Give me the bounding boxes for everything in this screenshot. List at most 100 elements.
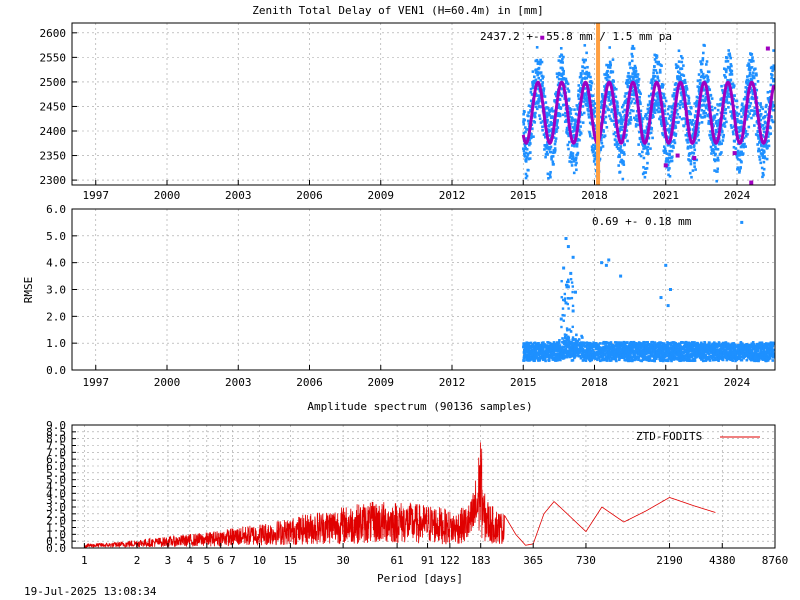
rmse-point [750,345,754,349]
ztd-point [770,115,773,119]
rmse-point [753,348,757,351]
ztd-point [573,142,577,146]
ztd-point [639,92,642,96]
rmse-point [682,359,686,362]
ztd-point [590,100,593,104]
ztd-point [585,96,589,99]
ztd-point [760,105,763,109]
ztd-point [655,71,659,75]
ztd-point [629,66,632,70]
ztd-point [608,114,611,118]
ztd-point [759,118,763,122]
rmse-point [541,348,545,351]
ztd-point [557,59,561,62]
rmse-point [558,344,562,347]
ztd-point [748,74,751,78]
ztd-point [539,71,543,74]
ztd-point [567,99,571,102]
ztd-point [541,125,544,129]
ztd-xtick-label: 2015 [510,189,537,202]
ztd-point [589,84,593,88]
ztd-point [548,134,552,137]
ztd-point [736,126,740,129]
ztd-point [539,105,542,109]
rmse-point [704,354,708,358]
ztd-point [713,115,717,119]
ztd-point [661,83,665,87]
rmse-point [590,351,593,355]
ztd-point [674,111,678,114]
rmse-point [578,354,582,358]
ztd-point [769,90,772,93]
ztd-point [599,106,603,110]
ztd-point [673,88,676,91]
rmse-point [628,359,632,363]
rmse-point [666,344,670,348]
ztd-point [636,73,640,76]
ztd-point [647,152,650,155]
ztd-point [535,59,539,63]
ztd-point [651,113,655,117]
ztd-point [733,94,736,98]
rmse-point [544,359,547,363]
ztd-point [678,106,682,110]
ztd-point [543,148,546,151]
ztd-point [609,63,613,67]
ztd-point [699,60,702,63]
ztd-point [555,72,559,75]
ztd-point [636,86,639,90]
ztd-point [708,133,711,137]
ztd-point [714,128,718,132]
ztd-point [666,143,670,147]
ztd-point [576,106,580,109]
ztd-point [591,108,595,112]
ztd-point [651,84,654,87]
rmse-point [637,346,640,350]
rmse-point [530,351,533,355]
ztd-point [695,99,699,103]
ztd-point [724,60,728,63]
ztd-point [723,74,726,77]
ztd-point [759,161,763,165]
ztd-point [568,160,571,163]
ztd-point [761,107,765,111]
ztd-point [535,68,538,71]
ztd-point [626,123,630,126]
rmse-point [616,344,620,347]
ztd-point [712,118,715,121]
ztd-point [738,153,742,156]
ztd-point [663,96,667,100]
ztd-point [687,96,691,100]
ztd-point [578,133,582,137]
ztd-point [722,67,726,71]
rmse-point [751,352,755,355]
rmse-point [530,348,534,352]
rmse-point [598,342,602,345]
rmse-point [560,347,564,350]
ztd-point [711,108,714,112]
rmse-point [565,351,568,354]
ztd-point [701,57,705,60]
rmse-point [581,336,584,339]
ztd-point [698,89,701,93]
rmse-point [761,356,765,359]
ztd-point [649,131,653,135]
rmse-point [671,349,675,353]
ztd-point [636,119,640,123]
ztd-point [612,80,615,83]
ztd-point [647,142,650,146]
rmse-point [656,355,660,358]
ztd-point [736,166,740,169]
ztd-point [771,101,774,104]
ztd-point [672,146,675,149]
rmse-point [567,340,571,344]
ztd-point [524,130,527,134]
rmse-point [538,358,542,362]
ztd-point [674,124,677,128]
ztd-point [635,82,639,85]
rmse-point [772,352,776,355]
rmse-point [656,344,660,348]
ztd-point [690,120,693,124]
ztd-point [636,123,640,127]
